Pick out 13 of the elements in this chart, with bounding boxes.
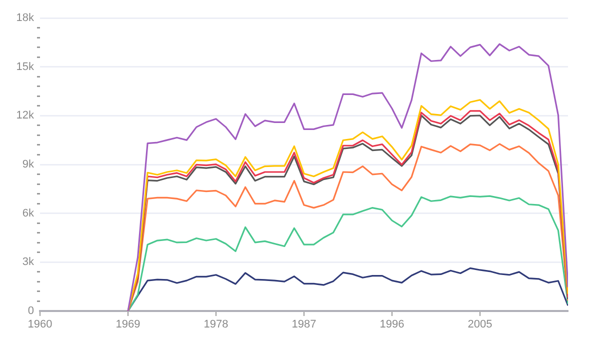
y-tick-label: 12k bbox=[16, 110, 34, 122]
y-tick-label: 18k bbox=[16, 12, 34, 24]
y-tick-label: 6k bbox=[22, 207, 34, 220]
x-tick-label: 1969 bbox=[116, 318, 140, 331]
x-tick-label: 1978 bbox=[204, 318, 228, 331]
x-tick-label: 1960 bbox=[28, 318, 52, 331]
y-tick-label: 3k bbox=[22, 256, 34, 268]
y-tick-label: 15k bbox=[16, 60, 34, 73]
x-tick-label: 1987 bbox=[292, 318, 316, 331]
x-tick-label: 2005 bbox=[468, 318, 492, 331]
y-tick-label: 9k bbox=[22, 158, 34, 171]
y-tick-label: 0 bbox=[28, 305, 34, 318]
x-tick-label: 1996 bbox=[380, 318, 404, 331]
